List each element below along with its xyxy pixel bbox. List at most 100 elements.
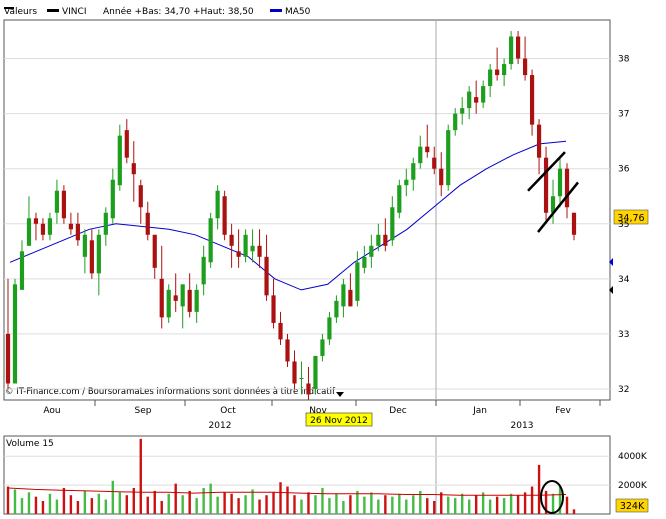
candle-body (348, 289, 353, 307)
volume-bar (258, 499, 261, 514)
volume-bar (377, 499, 380, 514)
candle-body (26, 218, 32, 246)
date-highlight-badge (305, 412, 373, 427)
trend-channel-layer (527, 151, 579, 233)
volume-y-tick-label: 2000K (618, 481, 648, 491)
candle (536, 119, 542, 175)
candle-body (131, 163, 136, 175)
volume-bar (125, 495, 128, 514)
candle-body (208, 218, 213, 263)
candle-body (89, 240, 94, 274)
candle (355, 251, 360, 307)
candle-body (292, 361, 297, 384)
candle (103, 207, 108, 246)
candle (229, 223, 234, 268)
candle (285, 333, 290, 367)
volume-bar (321, 488, 324, 514)
series-detail: Année +Bas: 34,70 +Haut: 38,50 (103, 6, 254, 17)
candle (383, 218, 388, 252)
candle (529, 69, 535, 136)
candle-body (411, 163, 416, 180)
candle-body (96, 234, 101, 274)
candle-body (516, 36, 521, 59)
candle-body (355, 262, 360, 301)
volume-bar (572, 509, 576, 514)
candle-body (12, 284, 18, 384)
candle-body (341, 284, 346, 307)
candle (187, 273, 192, 318)
volume-bar (516, 495, 520, 514)
candle-body (306, 383, 311, 395)
candle-body (194, 289, 199, 312)
credit-dropdown-icon[interactable] (336, 392, 344, 397)
volume-bar (167, 493, 170, 514)
candle-body (138, 185, 143, 208)
x-tick-label: Sep (135, 406, 152, 416)
candle (33, 212, 39, 241)
volume-bar (565, 496, 569, 514)
volume-bar (230, 493, 233, 514)
x-tick-label: Oct (220, 406, 236, 416)
last-price-badge (613, 209, 649, 225)
candle (571, 212, 577, 241)
candle (299, 361, 304, 395)
volume-bar (454, 498, 457, 514)
candle (369, 234, 374, 268)
candle (509, 31, 514, 70)
candles-layer (5, 31, 577, 400)
candle (376, 223, 381, 252)
candle (75, 212, 80, 246)
candle-body (460, 108, 465, 114)
volume-bar (558, 486, 562, 514)
series-name: VINCI (62, 7, 86, 17)
candle-body (536, 124, 542, 158)
volume-bar (419, 490, 422, 514)
volume-bar (356, 490, 359, 514)
volume-bar (6, 486, 10, 514)
volume-bar (237, 498, 240, 514)
candle (432, 146, 437, 175)
candle-body (5, 333, 11, 384)
candle (152, 234, 157, 279)
volume-bar (537, 464, 541, 514)
candle (12, 278, 18, 384)
volume-bar (342, 501, 345, 514)
date-highlight-text: 26 Nov 2012 (310, 416, 368, 426)
volume-bar (13, 489, 17, 514)
candle-body (180, 284, 185, 307)
x-tick-label: Dec (389, 406, 406, 416)
volume-bar (181, 495, 184, 514)
candle-body (481, 86, 486, 103)
candle-body (439, 168, 444, 186)
candle-body (334, 300, 339, 318)
candle (54, 179, 60, 224)
volume-bar (132, 488, 135, 514)
candle-body (299, 377, 304, 379)
volume-bar (216, 496, 219, 514)
volume-bar (314, 495, 317, 514)
candle-body (103, 212, 108, 235)
volume-bar (265, 495, 268, 514)
volume-bar (440, 492, 443, 514)
candle-body (522, 58, 528, 76)
candle (348, 273, 353, 307)
candle-body (152, 234, 157, 268)
candle-body (369, 245, 374, 257)
candle (26, 196, 32, 246)
volume-bar (251, 489, 254, 514)
volume-bar (111, 480, 115, 514)
last-volume-badge (615, 498, 649, 513)
candle-body (40, 223, 46, 235)
candle-body (571, 212, 577, 235)
candle (47, 212, 53, 241)
candle (404, 168, 409, 197)
candle-body (278, 322, 283, 340)
candle (173, 273, 178, 312)
candle-body (117, 135, 122, 186)
axis-labels-layer: 32 33 34 35 36 37 38 Aou Sep Oct Nov Dec Jan Fev 2012 2… (43, 55, 648, 492)
candle-body (529, 75, 535, 125)
candle (243, 229, 248, 263)
volume-bar (90, 498, 94, 514)
candle (159, 245, 164, 329)
candle-body (159, 278, 164, 318)
